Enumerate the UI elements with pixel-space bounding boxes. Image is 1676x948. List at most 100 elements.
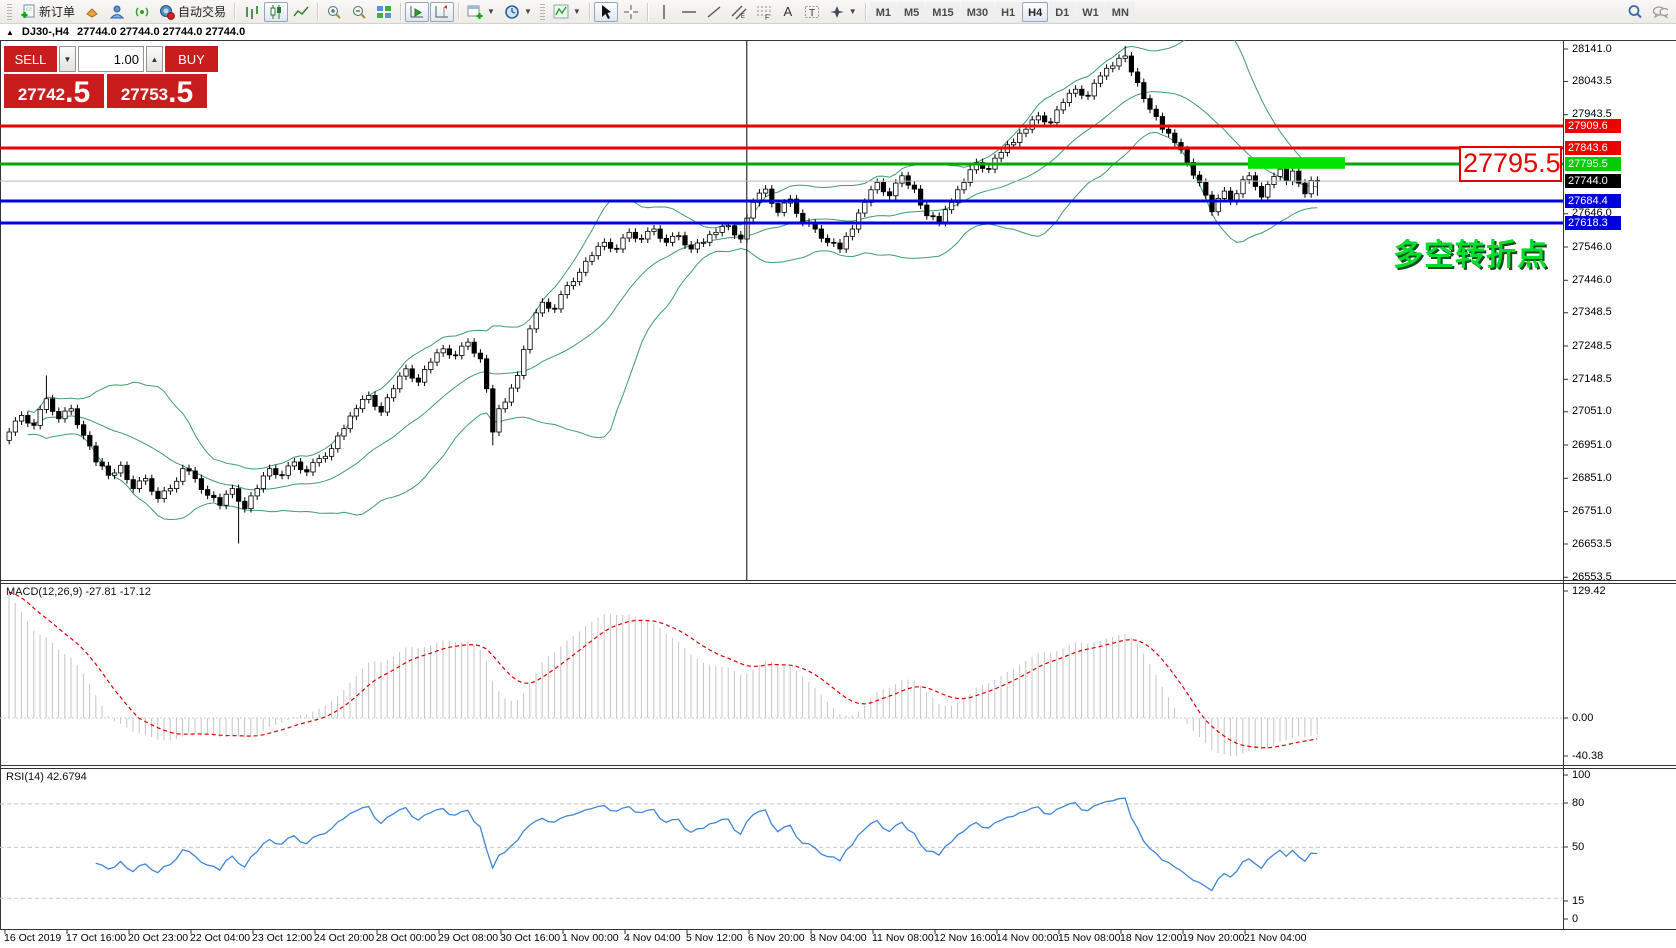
candle — [564, 285, 570, 295]
toolbar-separator — [234, 2, 236, 21]
candle — [1203, 182, 1209, 196]
rsi-label: RSI(14) 42.6794 — [6, 771, 87, 783]
zoom-in-button[interactable] — [322, 2, 346, 22]
candle — [688, 244, 694, 250]
price-line-label: 27843.6 — [1565, 140, 1621, 155]
rsi-scale-label: 50 — [1572, 840, 1585, 853]
timeframe-h4-button[interactable]: H4 — [1022, 1, 1049, 22]
bar-chart-button[interactable] — [239, 2, 263, 22]
timeframe-w1-button[interactable]: W1 — [1076, 1, 1105, 22]
trendline-tool-button[interactable] — [702, 2, 726, 22]
candle — [539, 301, 546, 314]
candle — [1277, 168, 1283, 177]
period-clock-button[interactable]: ▼ — [500, 2, 536, 22]
chart-canvas[interactable] — [0, 40, 1676, 948]
candle — [18, 414, 25, 422]
volume-up-button[interactable]: ▲ — [146, 46, 163, 72]
candle — [763, 188, 769, 194]
price-line-label: 27909.6 — [1565, 119, 1621, 133]
time-axis-label: 28 Oct 00:00 — [376, 932, 437, 944]
candle — [99, 461, 105, 467]
new-chart-button[interactable]: ▼ — [463, 2, 499, 22]
candle — [87, 434, 93, 447]
candle — [1135, 71, 1141, 84]
turning-point-annotation[interactable]: 多空转折点 — [1393, 239, 1548, 272]
candle — [595, 245, 601, 257]
profile-button[interactable] — [105, 2, 129, 22]
highlight-rectangle-object[interactable] — [1248, 157, 1345, 169]
toolbar-separator — [646, 2, 648, 21]
main-toolbar: 新订单 自动交易 — [0, 0, 1676, 24]
candle — [818, 228, 825, 239]
timeframe-h1-button[interactable]: H1 — [995, 1, 1022, 22]
autotrading-button[interactable]: 自动交易 — [155, 2, 230, 22]
chart-symbol-label: DJ30-,H4 — [21, 26, 69, 38]
chart-shift-button[interactable] — [430, 1, 455, 22]
timeframe-m30-button[interactable]: M30 — [960, 1, 995, 22]
candle — [254, 488, 260, 497]
candle — [651, 228, 657, 232]
candle — [68, 408, 74, 412]
channel-tool-button[interactable]: E — [727, 2, 751, 22]
new-order-button[interactable]: 新订单 — [16, 2, 79, 22]
candle — [701, 241, 707, 244]
autoscroll-button[interactable] — [405, 1, 430, 22]
volume-input[interactable] — [78, 46, 144, 72]
cursor-tool-button[interactable] — [593, 1, 618, 22]
timeframe-mn-button[interactable]: MN — [1105, 1, 1135, 22]
text-label-tool-button[interactable]: T — [800, 2, 824, 22]
text-tool-button[interactable]: A — [777, 2, 799, 22]
candle — [428, 361, 434, 370]
indicators-button[interactable]: ▼ — [549, 2, 585, 22]
signal-button[interactable] — [130, 2, 154, 22]
collapse-icon[interactable]: ▲ — [6, 27, 14, 37]
chat-button[interactable] — [1648, 2, 1672, 22]
candle — [1215, 198, 1221, 213]
sell-price-display[interactable]: 27742.5 — [4, 74, 104, 108]
candle — [242, 500, 248, 509]
fibonacci-tool-button[interactable]: F — [752, 2, 776, 22]
zoom-in-icon — [326, 4, 342, 20]
candle — [843, 235, 849, 250]
candle — [173, 480, 180, 490]
timeframe-m5-button[interactable]: M5 — [898, 1, 926, 22]
market-watch-button[interactable] — [80, 2, 104, 22]
tile-windows-button[interactable] — [372, 2, 396, 22]
candle — [837, 242, 843, 250]
price-line-label: 27744.0 — [1565, 174, 1621, 189]
buy-price-display[interactable]: 27753.5 — [107, 74, 207, 108]
horizontal-line-tool-button[interactable] — [677, 2, 701, 22]
time-axis-label: 16 Oct 2019 — [4, 932, 62, 944]
price-callout-label[interactable]: 27795.5 — [1459, 146, 1562, 182]
zoom-out-button[interactable] — [347, 2, 371, 22]
candle — [161, 490, 167, 499]
crosshair-tool-button[interactable] — [619, 2, 643, 22]
candle — [186, 468, 192, 472]
candlestick-chart-button[interactable] — [264, 1, 289, 22]
volume-down-button[interactable]: ▼ — [59, 46, 76, 72]
search-button[interactable] — [1623, 2, 1647, 22]
autotrading-icon — [159, 4, 175, 20]
buy-button[interactable]: BUY — [165, 46, 218, 72]
timeframe-d1-button[interactable]: D1 — [1049, 1, 1076, 22]
candle — [949, 202, 955, 211]
candle — [403, 368, 409, 377]
timeframe-m15-button[interactable]: M15 — [926, 1, 960, 22]
vertical-line-tool-button[interactable] — [652, 2, 676, 22]
arrows-tool-button[interactable]: ▼ — [825, 2, 861, 22]
sell-button[interactable]: SELL — [4, 46, 57, 72]
timeframe-m1-button[interactable]: M1 — [869, 1, 897, 22]
toolbar-grip[interactable] — [7, 3, 12, 20]
buy-price-fraction: .5 — [168, 75, 194, 109]
price-line-label: 27618.3 — [1565, 215, 1621, 230]
candle — [297, 461, 304, 471]
toolbar-grip[interactable] — [539, 3, 545, 20]
candle — [874, 182, 880, 191]
candle — [1060, 102, 1066, 111]
candle — [248, 495, 254, 509]
line-chart-button[interactable] — [289, 2, 313, 22]
candle — [880, 182, 887, 193]
autotrading-label: 自动交易 — [178, 5, 227, 19]
arrows-icon — [829, 4, 845, 20]
chevron-down-icon: ▼ — [523, 7, 532, 16]
